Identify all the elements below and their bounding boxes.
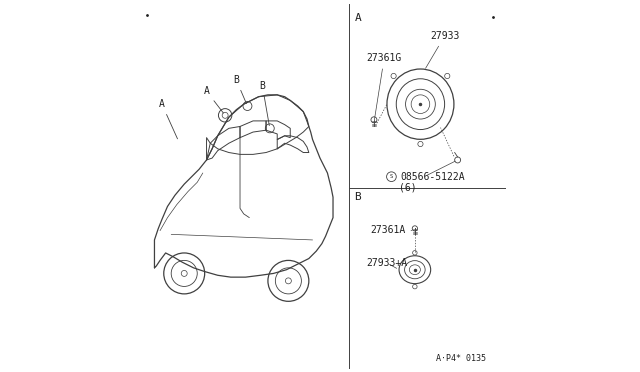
Text: 08566-5122A: 08566-5122A [400, 172, 465, 182]
Text: A: A [355, 13, 362, 23]
Text: S: S [390, 174, 393, 179]
Text: B: B [234, 75, 246, 103]
Text: B: B [355, 192, 362, 202]
Text: 27361A: 27361A [370, 225, 412, 235]
Text: 27933: 27933 [426, 31, 460, 68]
Text: 27933+A: 27933+A [367, 258, 408, 268]
Text: A: A [159, 99, 177, 139]
Text: (6): (6) [399, 183, 417, 193]
Text: 27361G: 27361G [367, 53, 402, 120]
Text: B: B [259, 81, 269, 126]
Text: A: A [204, 86, 223, 113]
Text: A·P4* 0135: A·P4* 0135 [436, 354, 486, 363]
